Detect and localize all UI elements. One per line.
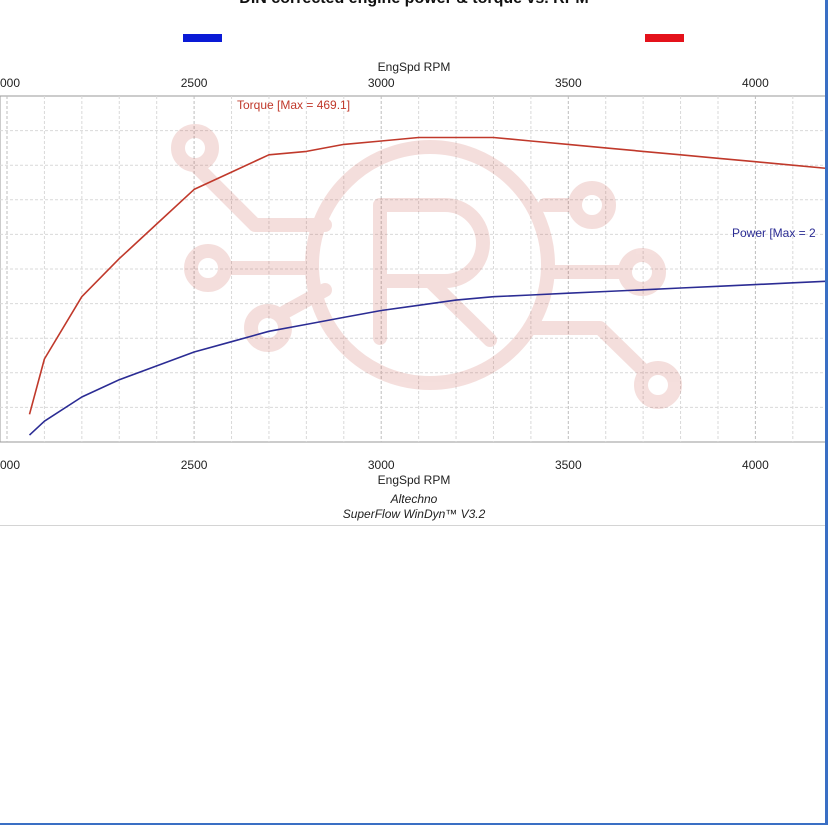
x-tick-label-top: 3500: [555, 76, 582, 90]
x-tick-label-bottom: 000: [0, 458, 20, 472]
window-frame-right: [825, 0, 828, 825]
chart-title: DIN corrected engine power & torque vs. …: [0, 0, 828, 8]
x-tick-label-bottom: 3000: [368, 458, 395, 472]
x-ticks-top: 00025003000350040004500500055006000: [0, 76, 769, 90]
x-tick-label-top: 4000: [742, 76, 769, 90]
x-tick-label-top: 3000: [368, 76, 395, 90]
footer-line-1: Altechno: [390, 492, 438, 506]
x-tick-label-bottom: 4000: [742, 458, 769, 472]
divider: [0, 525, 828, 526]
x-axis-label-top: EngSpd RPM: [377, 60, 451, 74]
legend-swatch-power: [183, 34, 222, 42]
x-tick-label-top: 000: [0, 76, 20, 90]
series-group: Torque [Max = 469.1] Power [Max = 2: [28, 98, 828, 436]
window-frame-bottom: [0, 823, 828, 825]
series-line-power: [28, 280, 828, 436]
series-line-torque: [28, 136, 828, 415]
legend-swatch-torque: [645, 34, 684, 42]
grid: [0, 96, 828, 442]
x-ticks-bottom: 00025003000350040004500500055006000: [0, 458, 769, 472]
x-tick-label-top: 2500: [181, 76, 208, 90]
watermark-logo: [171, 124, 682, 409]
x-tick-label-bottom: 2500: [181, 458, 208, 472]
x-tick-label-bottom: 3500: [555, 458, 582, 472]
torque-series-label: Torque [Max = 469.1]: [237, 98, 350, 112]
x-axis-label-bottom: EngSpd RPM: [377, 473, 451, 487]
power-series-label: Power [Max = 2: [732, 226, 816, 240]
footer-line-2: SuperFlow WinDyn™ V3.2: [342, 507, 486, 521]
